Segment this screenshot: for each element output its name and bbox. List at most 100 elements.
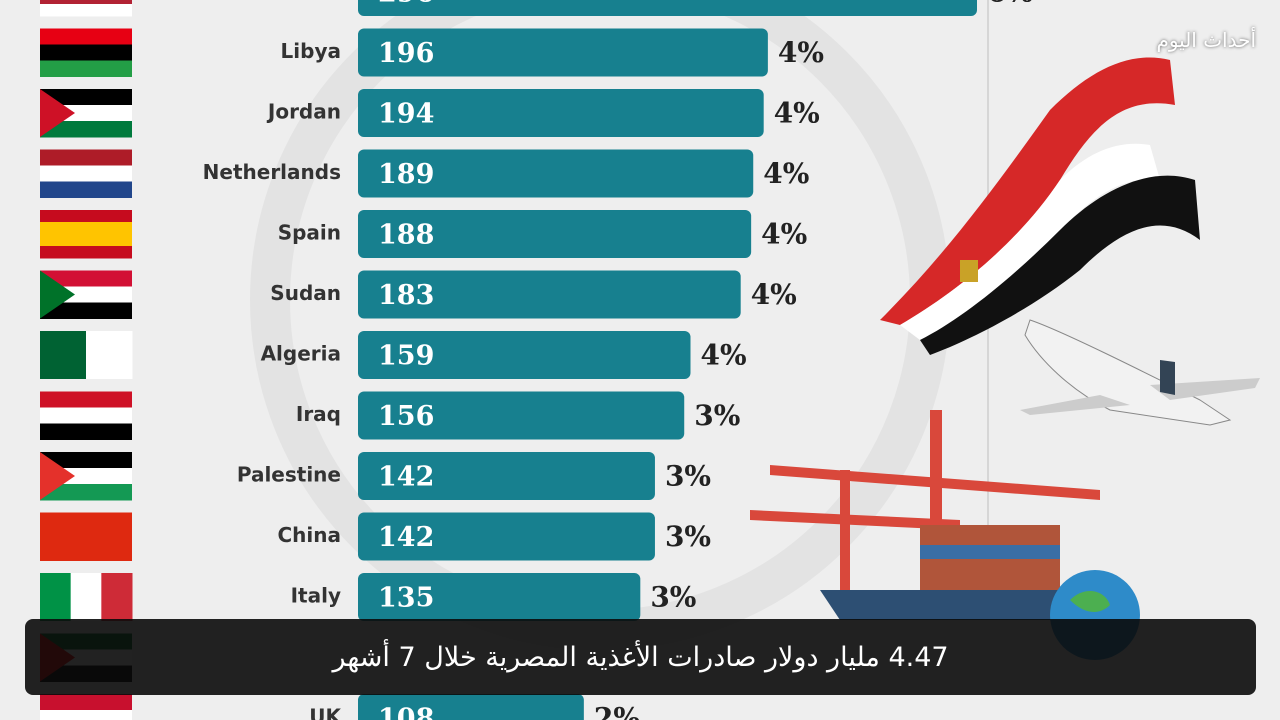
flag-stripe <box>40 234 132 247</box>
bar <box>358 573 641 621</box>
value-label: 296 <box>378 0 434 9</box>
flag-white <box>900 143 1160 340</box>
flag-stripe <box>40 423 132 440</box>
plane-wing <box>1150 378 1260 400</box>
flag-stripe <box>40 270 132 287</box>
bar <box>358 210 752 258</box>
bar <box>358 149 754 198</box>
ship-hull <box>820 590 1080 620</box>
category-label: Iraq <box>296 402 341 426</box>
caption: 4.47 مليار دولار صادرات الأغذية المصرية … <box>25 619 1256 695</box>
flag-stripe <box>40 121 132 138</box>
flag-stripe <box>40 391 132 408</box>
plane-tail <box>1160 360 1175 395</box>
value-label: 135 <box>378 583 434 614</box>
flag-black <box>920 175 1200 355</box>
globe-land <box>1070 590 1110 612</box>
share-label: 2% <box>594 702 640 720</box>
category-label: Spain <box>278 221 341 245</box>
flag-stripe <box>40 484 132 501</box>
plane-wing <box>1020 395 1130 415</box>
flag-triangle <box>40 89 75 137</box>
flag-stripe <box>40 210 132 223</box>
flag-stripe <box>40 694 132 711</box>
flag-stripe <box>40 512 132 561</box>
category-label: USA <box>295 0 342 3</box>
flag-triangle <box>40 452 75 500</box>
flag-stripe <box>86 331 133 379</box>
flag-stripe <box>40 4 132 17</box>
category-label: China <box>277 523 341 547</box>
category-label: Sudan <box>270 281 341 305</box>
value-label: 188 <box>378 220 434 251</box>
flag-stripe <box>101 573 133 621</box>
value-label: 183 <box>378 280 434 311</box>
share-label: 4% <box>774 97 820 130</box>
value-label: 159 <box>378 341 434 372</box>
flags <box>40 0 133 720</box>
flag-stripe <box>40 44 132 61</box>
flag-stripe <box>40 89 132 106</box>
flag-stripe <box>70 573 102 621</box>
value-label: 108 <box>378 704 434 720</box>
flag-triangle <box>40 270 75 319</box>
value-label: 142 <box>378 522 434 553</box>
share-label: 3% <box>665 520 711 553</box>
category-label: Italy <box>291 584 341 608</box>
share-label: 4% <box>778 36 824 69</box>
crane-tower <box>840 470 850 610</box>
value-label: 189 <box>378 159 434 190</box>
bar <box>358 391 685 440</box>
flag-stripe <box>40 181 132 198</box>
category-label: Jordan <box>266 100 341 124</box>
share-label: 6% <box>987 0 1033 9</box>
category-label: Palestine <box>237 463 341 487</box>
flag-stripe <box>40 28 132 45</box>
containers <box>920 525 1060 595</box>
flag-stripe <box>40 149 132 166</box>
bar <box>358 331 691 379</box>
value-label: 196 <box>378 38 434 69</box>
share-label: 4% <box>761 218 807 251</box>
bar <box>358 270 741 319</box>
flag-stripe <box>40 331 87 379</box>
bar <box>358 89 764 137</box>
share-label: 4% <box>763 157 809 190</box>
flag-eagle <box>960 260 978 282</box>
bar-chart: USA 296 6% Libya 196 4% Jordan 194 4% Netherlands… <box>203 0 1033 720</box>
flag-stripe <box>40 302 132 319</box>
airplane <box>1020 319 1260 426</box>
flag-stripe <box>40 246 132 259</box>
flag-stripe <box>40 222 132 235</box>
share-label: 3% <box>650 581 696 614</box>
bar <box>358 0 977 16</box>
value-label: 194 <box>378 99 434 130</box>
share-label: 4% <box>751 278 797 311</box>
watermark: أحداث اليوم <box>1156 28 1256 52</box>
value-label: 142 <box>378 462 434 493</box>
egypt-flag-ribbon <box>880 57 1200 355</box>
bar <box>358 694 584 720</box>
flag-stripe <box>40 0 132 5</box>
bar <box>358 28 768 77</box>
category-label: Algeria <box>261 342 341 366</box>
value-label: 156 <box>378 401 434 432</box>
flag-stripe <box>40 573 72 621</box>
crane-arm <box>750 510 960 530</box>
category-label: Netherlands <box>203 160 341 184</box>
containers <box>920 545 1060 559</box>
share-label: 3% <box>694 399 740 432</box>
category-label: UK <box>309 705 342 720</box>
flag-stripe <box>40 407 132 424</box>
bar <box>358 512 655 561</box>
flag-stripe <box>40 165 132 182</box>
flag-red <box>880 57 1175 325</box>
share-label: 3% <box>665 460 711 493</box>
flag-stripe <box>40 452 132 469</box>
flag-stripe <box>40 710 132 720</box>
share-label: 4% <box>701 339 747 372</box>
bar <box>358 452 655 500</box>
flag-stripe <box>40 60 132 77</box>
